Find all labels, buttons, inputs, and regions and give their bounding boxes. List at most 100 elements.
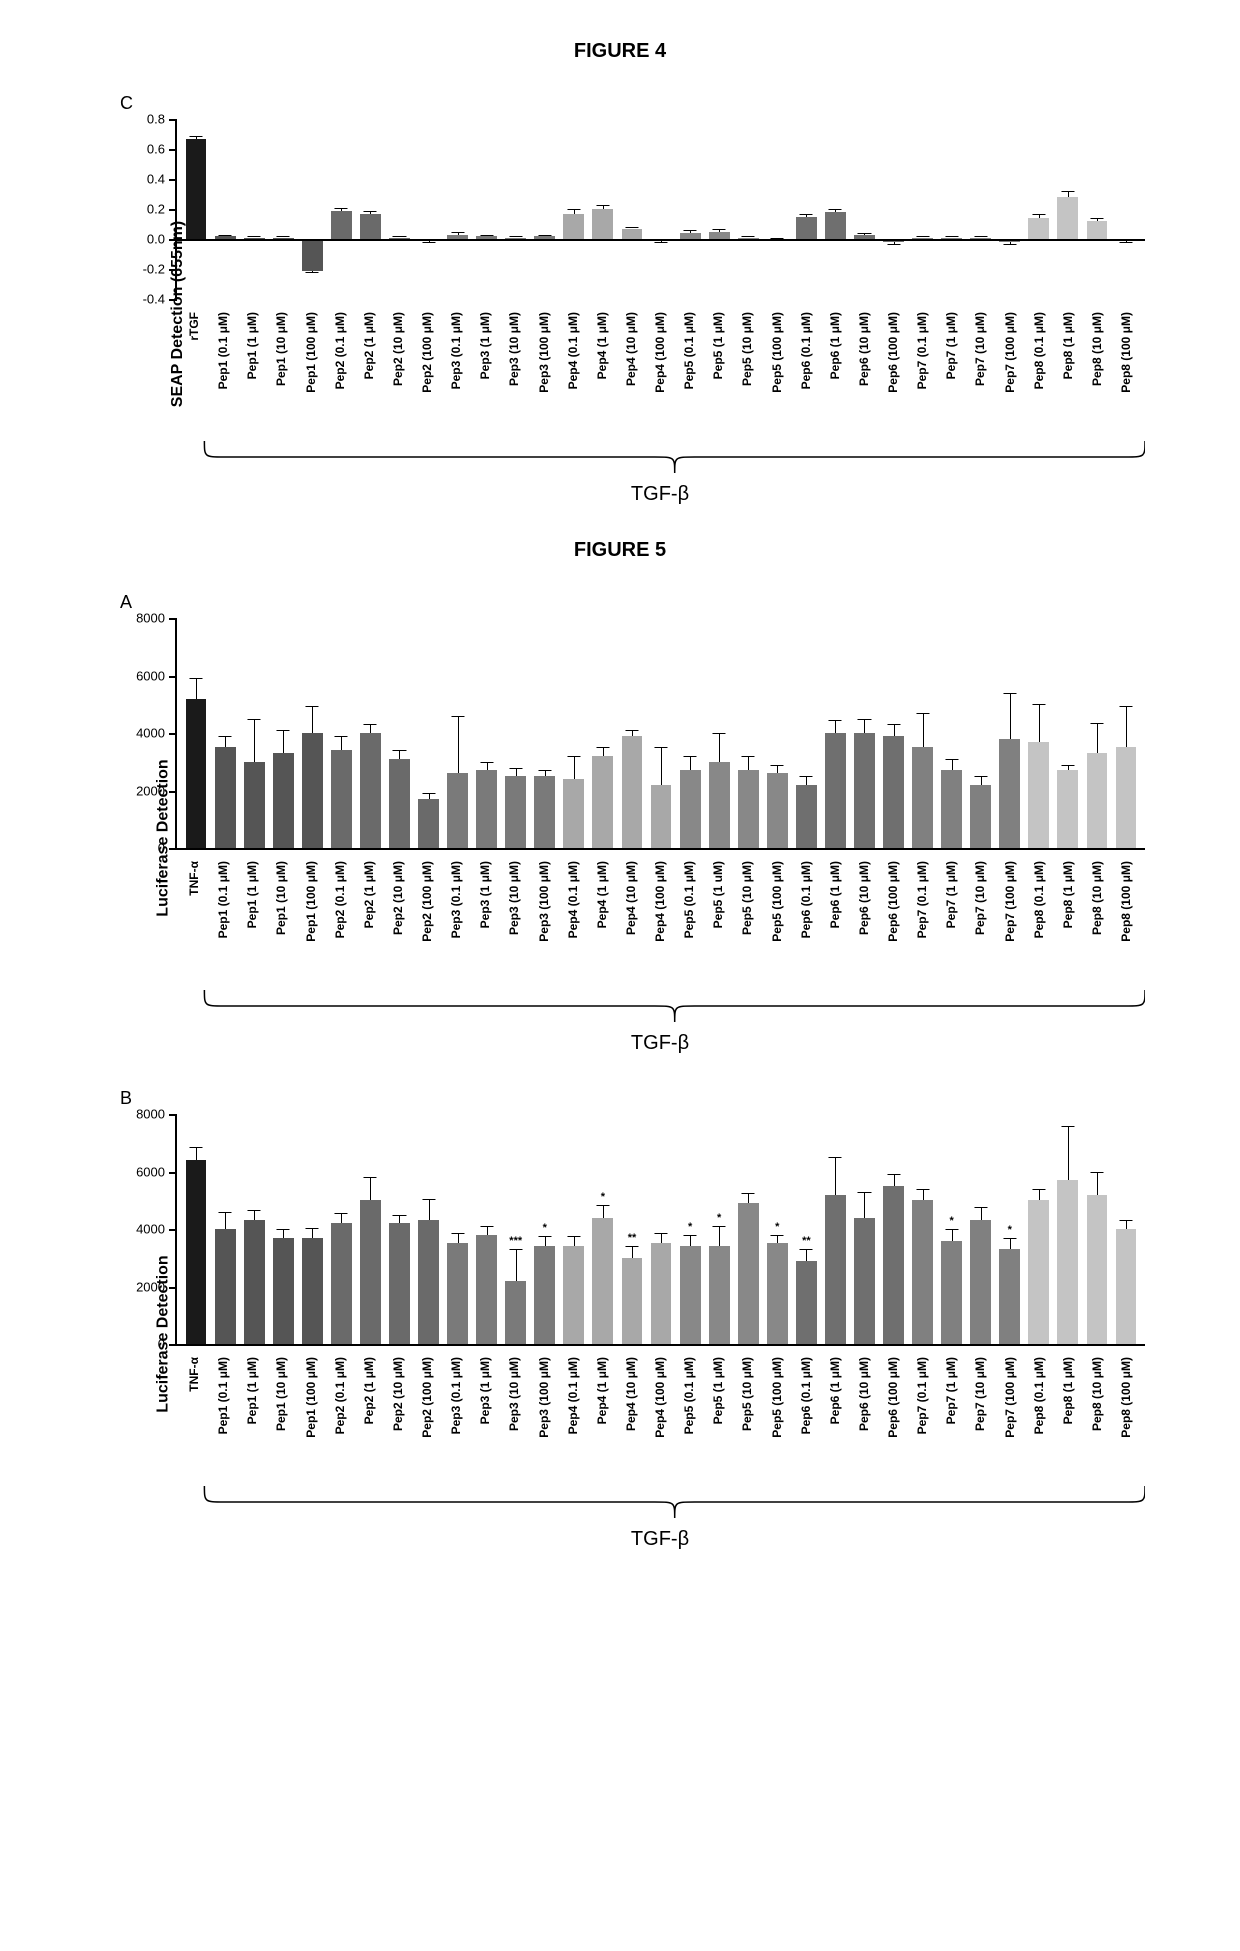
error-cap — [829, 720, 842, 721]
error-bar — [661, 1233, 662, 1243]
error-cap — [364, 724, 377, 725]
significance-marker: * — [775, 1221, 779, 1233]
bar — [273, 1238, 294, 1344]
error-bar — [661, 747, 662, 784]
error-bar — [399, 1215, 400, 1224]
error-cap — [974, 236, 987, 237]
bar-slot — [1113, 1114, 1139, 1344]
bar — [796, 785, 817, 848]
bar — [244, 762, 265, 848]
bar — [999, 1249, 1020, 1344]
bar — [767, 773, 788, 848]
x-label: Pep4 (10 μM) — [618, 299, 644, 439]
bar — [505, 1281, 526, 1344]
bar-slot — [910, 1114, 936, 1344]
x-label: Pep1 (0.1 μM) — [210, 848, 236, 988]
bar — [476, 1235, 497, 1344]
error-cap — [393, 236, 406, 237]
error-cap — [567, 1236, 580, 1237]
error-cap — [1061, 765, 1074, 766]
bar-slot — [386, 618, 412, 848]
bar-slot — [619, 618, 645, 848]
error-cap — [306, 1228, 319, 1229]
error-bar — [719, 1226, 720, 1246]
x-label: Pep5 (100 μM) — [764, 1344, 790, 1484]
error-cap — [190, 1147, 203, 1148]
error-cap — [655, 242, 668, 243]
error-cap — [480, 1226, 493, 1227]
error-bar — [341, 736, 342, 750]
bar-slot — [183, 1114, 209, 1344]
bar-slot — [706, 618, 732, 848]
bar-slot — [793, 618, 819, 848]
bar-slot — [590, 119, 616, 299]
error-bar — [864, 1192, 865, 1218]
error-bar — [458, 1233, 459, 1243]
bar-slot — [445, 618, 471, 848]
error-bar — [777, 765, 778, 774]
error-cap — [1032, 214, 1045, 215]
error-bar — [1010, 693, 1011, 739]
bar-slot — [561, 618, 587, 848]
error-cap — [945, 759, 958, 760]
y-tick-label: 0.2 — [147, 202, 177, 217]
error-cap — [277, 730, 290, 731]
x-label: Pep6 (10 μM) — [851, 1344, 877, 1484]
bar — [418, 1220, 439, 1344]
error-bar — [835, 1157, 836, 1194]
error-cap — [625, 227, 638, 228]
bar-slot — [183, 618, 209, 848]
bar-slot — [648, 119, 674, 299]
x-label: Pep3 (1 μM) — [472, 299, 498, 439]
y-tick-label: 6000 — [136, 1164, 177, 1179]
bar-slot — [270, 1114, 296, 1344]
y-tick-label: 0 — [158, 1337, 177, 1352]
bar — [709, 762, 730, 848]
bar — [796, 217, 817, 240]
error-cap — [625, 1246, 638, 1247]
error-bar — [283, 730, 284, 753]
error-cap — [219, 736, 232, 737]
error-cap — [596, 747, 609, 748]
error-cap — [451, 716, 464, 717]
x-label: Pep7 (1 μM) — [938, 848, 964, 988]
error-bar — [603, 1205, 604, 1218]
bar-slot — [532, 119, 558, 299]
bar — [738, 770, 759, 848]
y-tick-label: -0.2 — [143, 262, 177, 277]
bar-slot — [735, 1114, 761, 1344]
bar-slot — [851, 119, 877, 299]
bar — [767, 1243, 788, 1344]
error-bar — [894, 1174, 895, 1186]
bar-slot — [241, 119, 267, 299]
x-label: Pep5 (0.1 μM) — [676, 848, 702, 988]
error-cap — [858, 1192, 871, 1193]
error-bar — [574, 756, 575, 779]
figure4-group-label: TGF-β — [175, 483, 1145, 506]
y-tick-label: 8000 — [136, 1107, 177, 1122]
bar-slot — [299, 119, 325, 299]
error-bar — [196, 678, 197, 698]
bar-slot — [241, 618, 267, 848]
bar-slot — [677, 618, 703, 848]
x-label: Pep6 (0.1 μM) — [793, 299, 819, 439]
x-label: Pep1 (10 μM) — [268, 299, 294, 439]
bar-slot — [503, 119, 529, 299]
bar-slot — [1026, 618, 1052, 848]
x-label: Pep2 (0.1 μM) — [327, 848, 353, 988]
x-label: Pep7 (10 μM) — [967, 848, 993, 988]
error-cap — [829, 209, 842, 210]
x-label: Pep2 (1 μM) — [356, 1344, 382, 1484]
x-label: Pep4 (100 μM) — [647, 848, 673, 988]
bar — [912, 1200, 933, 1344]
x-label: Pep8 (0.1 μM) — [1026, 848, 1052, 988]
bar-slot — [1026, 1114, 1052, 1344]
error-cap — [364, 211, 377, 212]
error-cap — [1003, 244, 1016, 245]
error-bar — [1126, 706, 1127, 748]
error-bar — [690, 756, 691, 770]
y-tick-label: 4000 — [136, 726, 177, 741]
bar-slot — [357, 618, 383, 848]
bar — [680, 1246, 701, 1344]
x-label: Pep6 (1 μM) — [822, 1344, 848, 1484]
